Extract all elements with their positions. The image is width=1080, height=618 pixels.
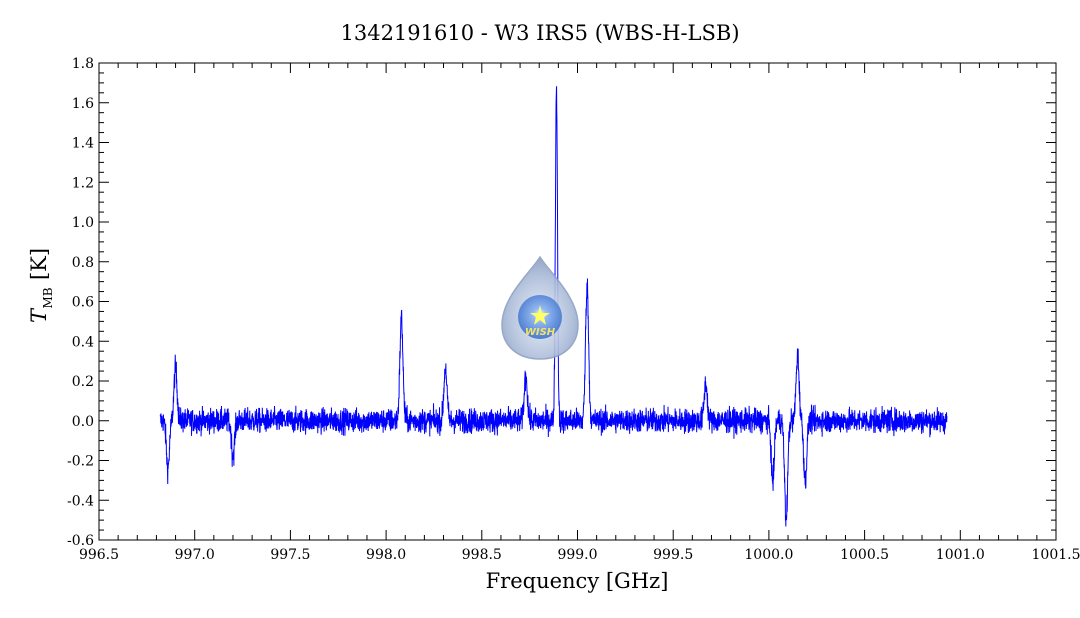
x-tick-label: 997.5 xyxy=(270,547,310,563)
y-axis-label: T MB [K] xyxy=(27,248,55,323)
y-tick-label: 1.4 xyxy=(72,136,94,152)
spectrum-series xyxy=(159,86,948,527)
wish-logo: WISH xyxy=(501,255,579,360)
spectrum-line xyxy=(159,86,948,527)
x-axis-label: Frequency [GHz] xyxy=(486,569,669,593)
y-tick-label: 0.2 xyxy=(72,374,94,390)
y-axis-label-main: T xyxy=(27,307,51,323)
y-tick-label: 0.4 xyxy=(72,334,94,350)
y-tick-label: 0.0 xyxy=(72,414,94,430)
y-tick-label: 0.8 xyxy=(72,255,94,271)
x-tick-label: 997.0 xyxy=(175,547,215,563)
y-axis-label-unit: [K] xyxy=(27,248,51,280)
y-tick-label: 1.8 xyxy=(72,56,94,72)
y-tick-labels: -0.6 -0.4 -0.2 0.0 0.2 0.4 0.6 0.8 1.0 1.2 1.4 1.6 1… xyxy=(67,56,94,549)
x-tick-label: 999.5 xyxy=(653,547,693,563)
chart-title: 1342191610 - W3 IRS5 (WBS-H-LSB) xyxy=(340,21,739,45)
y-tick-label: -0.4 xyxy=(67,493,94,509)
tick-marks xyxy=(98,62,1057,541)
star-icon xyxy=(530,305,550,325)
x-tick-label: 1000.0 xyxy=(744,547,793,563)
logo-text: WISH xyxy=(525,327,556,338)
x-tick-label: 999.0 xyxy=(557,547,597,563)
x-tick-labels: 996.5 997.0 997.5 998.0 998.5 999.0 999.5 1000.… xyxy=(79,547,1080,563)
x-tick-label: 996.5 xyxy=(79,547,119,563)
y-axis-label-sub: MB xyxy=(41,287,55,308)
y-tick-label: 0.6 xyxy=(72,295,94,311)
x-tick-label: 1000.5 xyxy=(840,547,889,563)
y-tick-label: 1.0 xyxy=(72,215,94,231)
plot-frame xyxy=(98,62,1057,541)
y-tick-label: -0.2 xyxy=(67,454,94,470)
x-tick-label: 1001.0 xyxy=(936,547,985,563)
x-tick-label: 998.0 xyxy=(366,547,406,563)
y-tick-label: 1.2 xyxy=(72,175,94,191)
x-tick-label: 1001.5 xyxy=(1032,547,1080,563)
y-tick-label: 1.6 xyxy=(72,96,94,112)
y-tick-label: -0.6 xyxy=(67,533,94,549)
x-tick-label: 998.5 xyxy=(462,547,502,563)
